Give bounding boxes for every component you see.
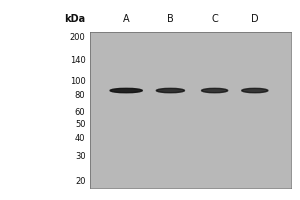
Text: 20: 20 [75,177,86,186]
Text: C: C [211,14,218,24]
Text: 60: 60 [75,108,86,117]
Text: B: B [167,14,174,24]
Text: 80: 80 [75,91,86,100]
Text: 40: 40 [75,134,86,143]
Text: 100: 100 [70,77,86,86]
Text: A: A [123,14,130,24]
Ellipse shape [110,88,142,93]
Text: D: D [251,14,259,24]
Text: 200: 200 [70,33,86,42]
Ellipse shape [242,88,268,93]
Ellipse shape [202,88,228,93]
Text: 140: 140 [70,56,86,65]
Text: 50: 50 [75,120,86,129]
Ellipse shape [156,88,184,93]
Text: kDa: kDa [64,14,86,24]
Text: 30: 30 [75,152,86,161]
